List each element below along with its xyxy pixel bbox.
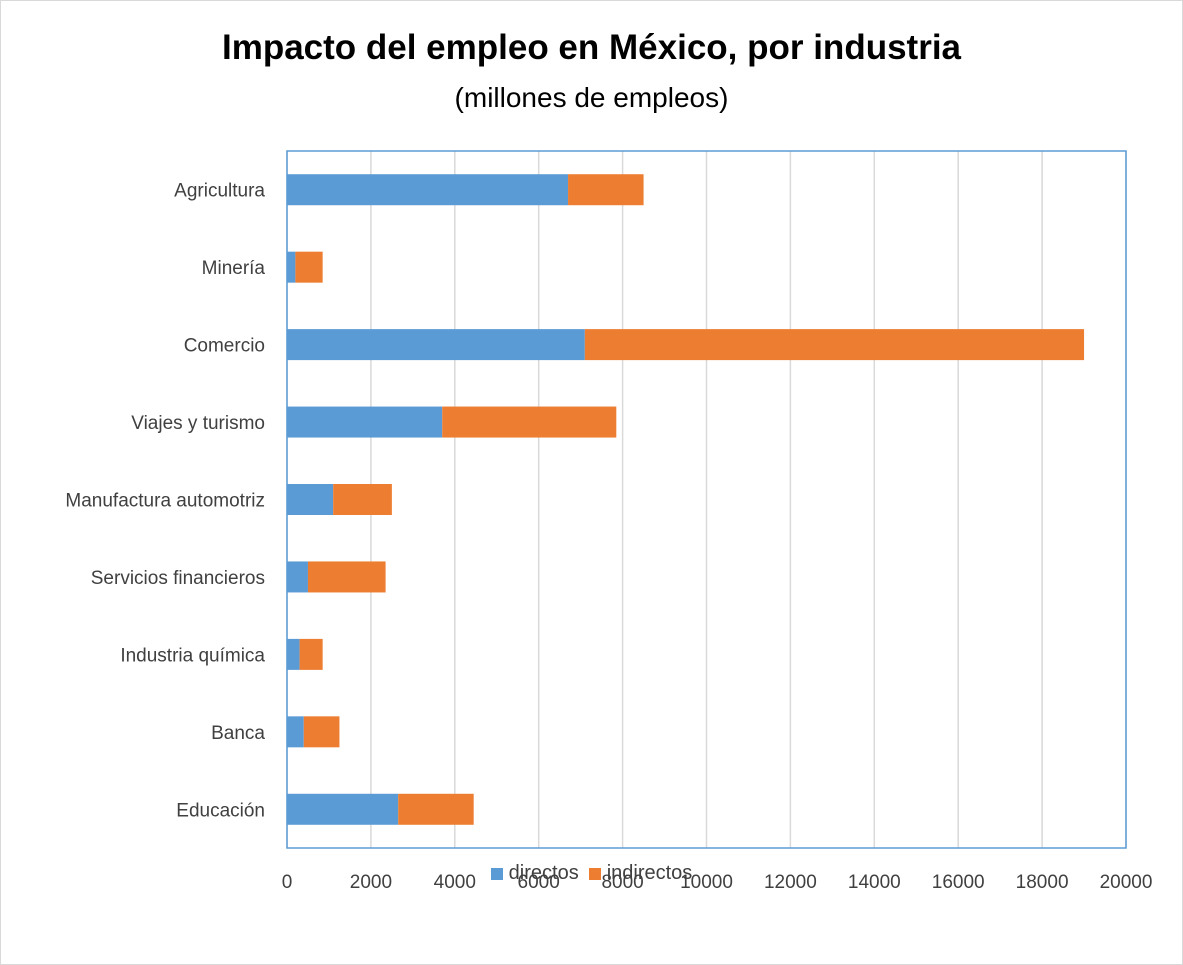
x-tick-label-5: 10000 <box>680 872 733 893</box>
bar-indirectos-5 <box>307 561 386 593</box>
bar-directos-5 <box>287 561 308 593</box>
legend-swatch-directos <box>490 867 503 880</box>
category-label-0: Agricultura <box>174 181 265 202</box>
bar-directos-4 <box>287 484 334 515</box>
plot-border <box>286 150 1127 849</box>
bar-indirectos-1 <box>295 251 323 283</box>
bar-indirectos-7 <box>303 716 340 748</box>
x-tick-label-1: 2000 <box>350 872 392 893</box>
legend-label-directos: directos <box>508 862 579 884</box>
x-tick-label-0: 0 <box>282 872 293 893</box>
category-label-1: Minería <box>202 258 266 279</box>
legend: directos indirectos <box>0 862 1183 885</box>
chart-subtitle: (millones de empleos) <box>454 82 729 113</box>
x-tick-label-8: 16000 <box>932 872 985 893</box>
legend-swatch-indirectos <box>588 867 601 880</box>
x-tick-label-3: 6000 <box>518 872 560 893</box>
bar-indirectos-4 <box>333 484 392 515</box>
category-label-7: Banca <box>211 723 265 744</box>
category-label-4: Manufactura automotriz <box>65 491 265 512</box>
legend-item-indirectos: indirectos <box>588 862 693 885</box>
x-tick-label-9: 18000 <box>1016 872 1069 893</box>
x-tick-label-4: 8000 <box>601 872 643 893</box>
bar-directos-7 <box>287 716 304 748</box>
category-label-3: Viajes y turismo <box>131 413 265 434</box>
bar-indirectos-2 <box>584 329 1085 361</box>
bar-indirectos-6 <box>299 638 323 670</box>
bar-directos-2 <box>287 329 585 361</box>
category-label-2: Comercio <box>184 336 265 357</box>
x-tick-label-7: 14000 <box>848 872 901 893</box>
chart-title: Impacto del empleo en México, por indust… <box>221 28 962 67</box>
x-tick-label-10: 20000 <box>1100 872 1153 893</box>
legend-item-directos: directos <box>490 862 579 885</box>
bar-directos-1 <box>287 251 296 283</box>
category-label-5: Servicios financieros <box>91 568 265 589</box>
bar-directos-3 <box>287 406 443 438</box>
legend-label-indirectos: indirectos <box>606 862 693 884</box>
bar-indirectos-8 <box>398 793 474 825</box>
x-tick-label-6: 12000 <box>764 872 817 893</box>
category-label-8: Educación <box>176 800 265 821</box>
bar-directos-8 <box>287 793 399 825</box>
bar-indirectos-3 <box>442 406 617 438</box>
x-tick-label-2: 4000 <box>434 872 476 893</box>
bar-indirectos-0 <box>568 174 644 206</box>
bar-directos-6 <box>287 638 300 670</box>
category-label-6: Industria química <box>120 645 265 666</box>
bar-directos-0 <box>287 174 569 206</box>
